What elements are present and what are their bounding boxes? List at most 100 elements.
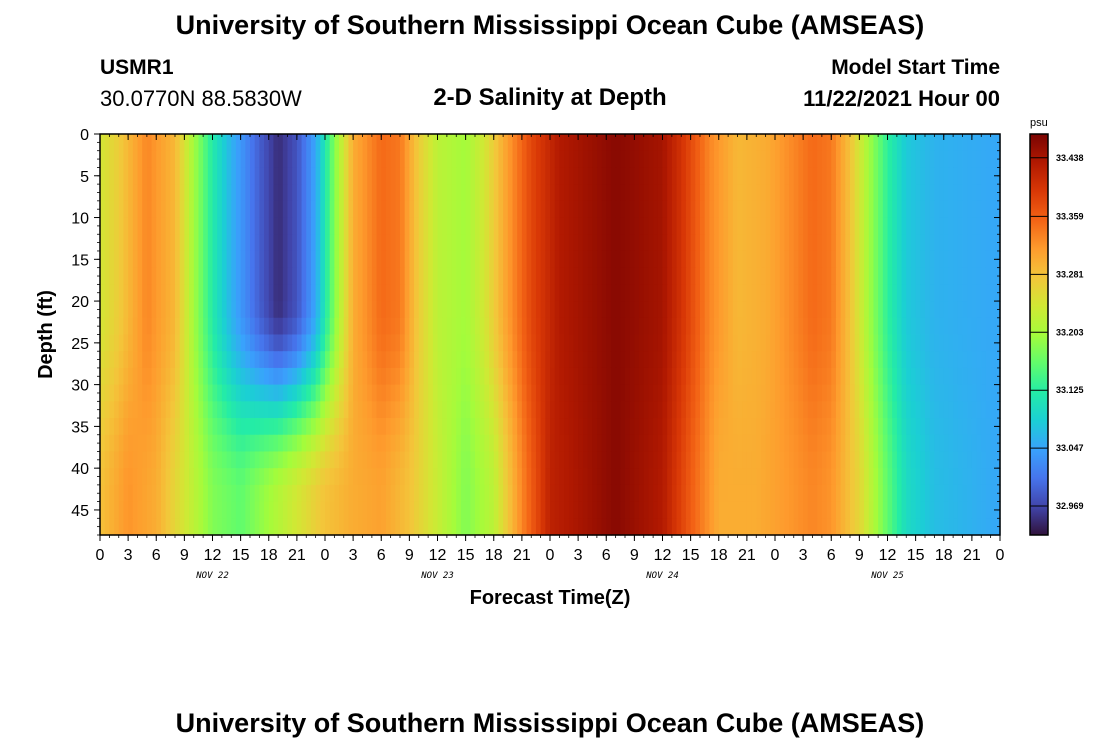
heatmap-cell [695, 518, 701, 536]
heatmap-cell [329, 267, 335, 285]
heatmap-cell [639, 200, 645, 219]
heatmap-cell [835, 234, 842, 252]
heatmap-cell [737, 200, 743, 219]
heatmap-cell [207, 434, 214, 453]
heatmap-cell [437, 484, 443, 503]
heatmap-cell [826, 150, 832, 169]
heatmap-cell [990, 384, 996, 402]
heatmap-cell [657, 384, 664, 402]
heatmap-cell [681, 250, 687, 269]
heatmap-cell [760, 284, 767, 302]
heatmap-cell [920, 234, 926, 252]
heatmap-cell [521, 150, 528, 169]
heatmap-cell [259, 167, 265, 185]
heatmap-cell [878, 267, 884, 285]
heatmap-cell [709, 317, 715, 336]
heatmap-cell [976, 184, 982, 202]
heatmap-cell [812, 301, 818, 319]
heatmap-cell [409, 284, 415, 302]
heatmap-cell [503, 334, 509, 352]
heatmap-cell [395, 468, 401, 486]
heatmap-cell [484, 167, 490, 185]
heatmap-cell [606, 267, 612, 285]
heatmap-cell [901, 184, 907, 202]
heatmap-cell [306, 134, 312, 152]
heatmap-cell [132, 351, 139, 369]
heatmap-cell [643, 150, 650, 169]
heatmap-cell [259, 401, 265, 419]
heatmap-cell [198, 384, 204, 402]
heatmap-cell [259, 367, 265, 386]
heatmap-cell [343, 518, 350, 536]
heatmap-cell [484, 317, 490, 336]
heatmap-cell [742, 150, 748, 169]
heatmap-cell [639, 184, 645, 202]
heatmap-cell [104, 351, 110, 369]
heatmap-cell [137, 418, 143, 436]
heatmap-cell [714, 451, 720, 469]
heatmap-cell [146, 167, 153, 185]
heatmap-cell [925, 134, 931, 152]
heatmap-cell [423, 234, 429, 252]
heatmap-cell [376, 418, 382, 436]
heatmap-cell [395, 167, 401, 185]
heatmap-cell [123, 434, 129, 453]
heatmap-cell [653, 468, 659, 486]
heatmap-cell [212, 317, 218, 336]
heatmap-cell [479, 418, 485, 436]
heatmap-cell [953, 167, 959, 185]
heatmap-cell [475, 150, 481, 169]
heatmap-cell [540, 167, 546, 185]
heatmap-cell [545, 418, 551, 436]
heatmap-cell [460, 367, 467, 386]
heatmap-cell [423, 518, 429, 536]
heatmap-cell [235, 317, 242, 336]
heatmap-cell [245, 484, 251, 503]
heatmap-cell [971, 217, 978, 235]
heatmap-cell [718, 501, 725, 519]
heatmap-cell [596, 468, 603, 486]
heatmap-cell [250, 451, 256, 469]
heatmap-cell [906, 184, 912, 202]
heatmap-cell [184, 334, 190, 352]
heatmap-cell [507, 518, 514, 536]
heatmap-cell [418, 484, 425, 503]
heatmap-cell [775, 434, 781, 453]
heatmap-cell [301, 501, 307, 519]
heatmap-cell [798, 267, 804, 285]
heatmap-cell [175, 217, 181, 235]
heatmap-cell [939, 518, 945, 536]
heatmap-cell [325, 134, 331, 152]
heatmap-cell [193, 484, 200, 503]
heatmap-cell [789, 418, 795, 436]
heatmap-cell [264, 468, 270, 486]
heatmap-cell [925, 317, 931, 336]
heatmap-cell [732, 434, 739, 453]
heatmap-cell [123, 418, 129, 436]
heatmap-cell [793, 250, 800, 269]
heatmap-cell [423, 401, 429, 419]
heatmap-cell [339, 518, 345, 536]
heatmap-cell [662, 200, 668, 219]
heatmap-cell [175, 384, 181, 402]
heatmap-cell [151, 317, 157, 336]
heatmap-cell [160, 434, 167, 453]
heatmap-cell [264, 518, 270, 536]
heatmap-cell [437, 351, 443, 369]
heatmap-cell [700, 134, 706, 152]
heatmap-cell [985, 301, 992, 319]
heatmap-cell [559, 301, 565, 319]
heatmap-cell [212, 468, 218, 486]
heatmap-cell [325, 401, 331, 419]
heatmap-cell [339, 384, 345, 402]
heatmap-cell [976, 167, 982, 185]
heatmap-cell [915, 284, 921, 302]
heatmap-cell [784, 217, 790, 235]
heatmap-cell [596, 150, 603, 169]
heatmap-cell [601, 501, 607, 519]
heatmap-cell [343, 334, 350, 352]
heatmap-cell [653, 134, 659, 152]
heatmap-cell [521, 317, 528, 336]
heatmap-cell [362, 418, 368, 436]
heatmap-cell [104, 217, 110, 235]
